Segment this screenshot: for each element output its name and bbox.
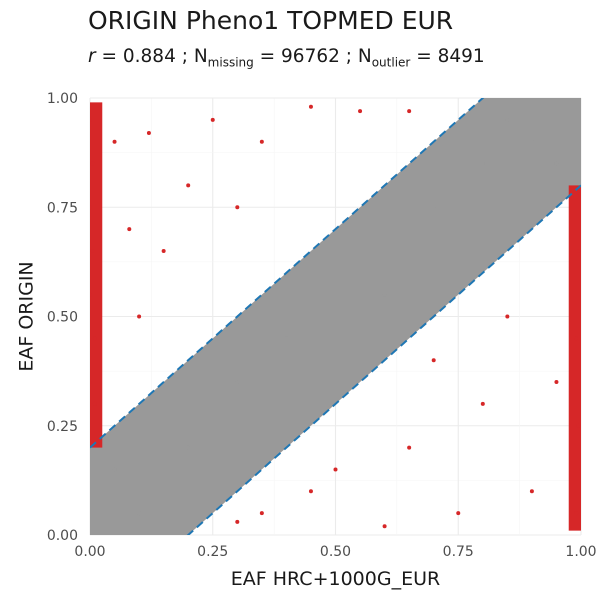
inlier-point <box>235 380 240 385</box>
inlier-point <box>579 98 581 100</box>
outlier-point <box>554 380 559 385</box>
outlier-point <box>112 139 117 144</box>
outlier-point <box>333 467 338 472</box>
inlier-point <box>186 445 191 450</box>
reference-line <box>186 184 581 535</box>
outlier-point <box>259 139 264 144</box>
outlier-point <box>90 117 92 122</box>
tick-labels: 0.00 0.25 0.50 0.75 1.00 0.00 0.25 0.50 0.75 1.00 <box>47 91 597 560</box>
y-tick-label: 1.00 <box>47 91 78 107</box>
outlier-point <box>92 401 97 406</box>
inlier-point <box>529 139 534 144</box>
outlier-strip-left <box>90 102 103 448</box>
outlier-point <box>358 109 363 114</box>
subtitle-missing-value: = 96762 ; N <box>253 46 372 67</box>
outlier-point <box>90 161 95 166</box>
outlier-point <box>431 358 436 363</box>
y-tick-label: 0.75 <box>47 200 78 216</box>
inlier-point <box>480 161 485 166</box>
outlier-point <box>576 423 581 428</box>
outlier-point <box>579 467 581 472</box>
y-tick-label: 0.25 <box>47 419 78 435</box>
inlier-point <box>90 489 92 494</box>
outlier-point <box>259 511 264 516</box>
outlier-point <box>127 227 132 232</box>
x-tick-label: 0.75 <box>443 544 474 560</box>
inlier-point <box>505 117 510 122</box>
outlier-point <box>186 183 191 188</box>
outlier-strip-right <box>568 185 581 531</box>
inlier-point <box>554 161 559 166</box>
outlier-point <box>161 248 166 253</box>
subtitle-outlier-subscript: outlier <box>371 55 411 70</box>
inlier-band <box>90 98 581 535</box>
outlier-point <box>574 511 579 516</box>
inlier-point <box>112 467 117 472</box>
inlier-point <box>431 205 436 210</box>
inlier-point <box>137 511 142 516</box>
reference-lines <box>90 98 581 535</box>
y-axis-title: EAF ORIGIN <box>16 261 38 371</box>
subtitle-missing-subscript: missing <box>207 55 254 70</box>
inlier-point <box>333 314 338 319</box>
outlier-point <box>382 524 387 529</box>
outlier-point <box>505 314 510 319</box>
inlier-point <box>90 533 92 535</box>
outlier-point <box>92 336 97 341</box>
subtitle-outlier-value: = 8491 <box>410 46 485 67</box>
outlier-point <box>407 109 412 114</box>
outlier-point <box>308 489 313 494</box>
inlier-point <box>382 292 387 297</box>
outlier-point <box>90 380 92 385</box>
chart-subtitle: r = 0.884 ; Nmissing = 96762 ; Noutlier … <box>88 46 485 70</box>
outlier-point <box>456 511 461 516</box>
outlier-point <box>90 248 95 253</box>
outlier-point <box>576 248 581 253</box>
x-tick-label: 1.00 <box>565 544 596 560</box>
inlier-point <box>284 336 289 341</box>
outlier-point <box>210 117 215 122</box>
x-tick-label: 0.00 <box>74 544 105 560</box>
reference-line <box>90 98 485 449</box>
x-axis-title: EAF HRC+1000G_EUR <box>231 568 440 590</box>
outlier-points <box>90 102 581 531</box>
y-tick-label: 0.50 <box>47 310 78 326</box>
outlier-point <box>90 205 92 210</box>
y-tick-label: 0.00 <box>47 528 78 544</box>
outlier-point <box>407 445 412 450</box>
outlier-point <box>480 401 485 406</box>
outlier-point <box>146 130 151 135</box>
x-tick-label: 0.50 <box>320 544 351 560</box>
outlier-point <box>137 314 142 319</box>
subtitle-r-symbol: r <box>88 46 96 67</box>
outlier-point <box>529 489 534 494</box>
chart-title: ORIGIN Pheno1 TOPMED EUR <box>88 6 454 35</box>
x-tick-label: 0.25 <box>197 544 228 560</box>
outlier-point <box>90 292 92 297</box>
outlier-point <box>235 205 240 210</box>
outlier-point <box>574 336 579 341</box>
subtitle-r-value: = 0.884 ; N <box>95 46 208 67</box>
outlier-point <box>235 519 240 524</box>
outlier-point <box>308 104 313 109</box>
